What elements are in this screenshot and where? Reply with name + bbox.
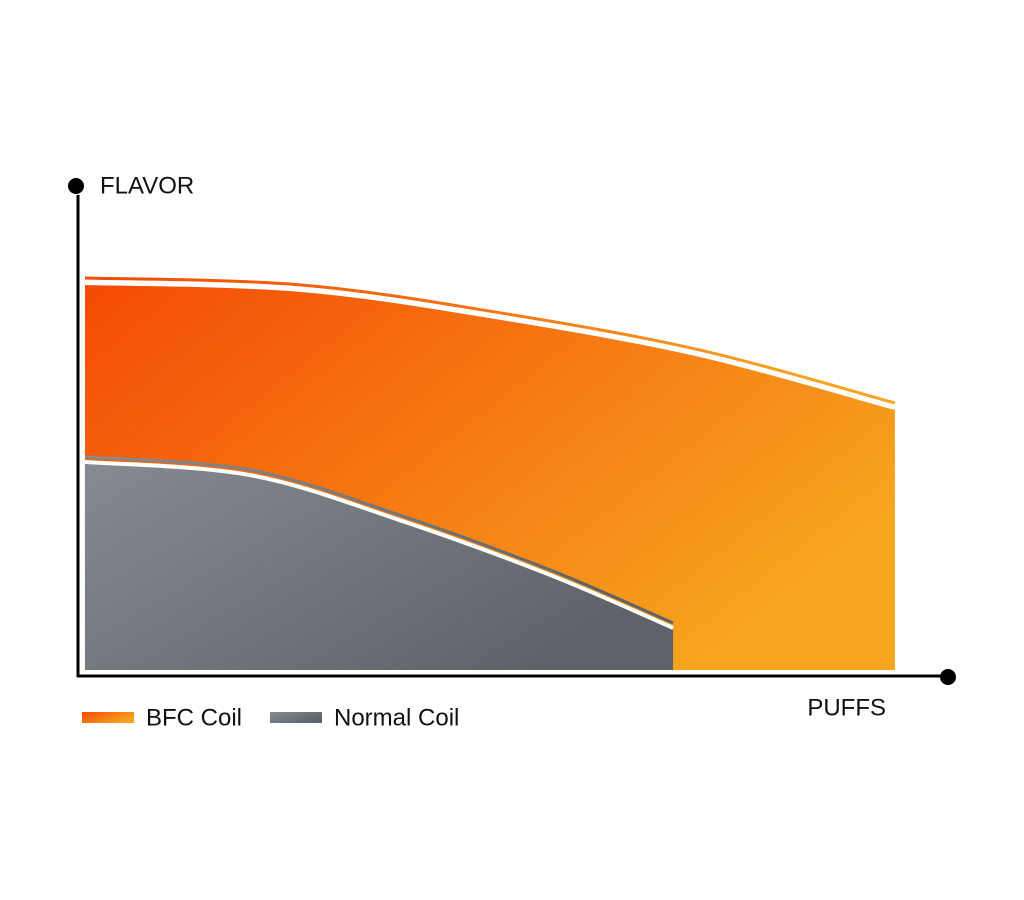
area — [84, 461, 674, 670]
axis-dot — [940, 669, 956, 685]
legend-swatch — [82, 712, 134, 723]
area-edge — [84, 459, 674, 630]
legend-label: Normal Coil — [334, 704, 459, 731]
y-axis-label: FLAVOR — [100, 172, 194, 199]
legend-label: BFC Coil — [146, 704, 242, 731]
area-highlight — [84, 276, 896, 405]
area-edge — [84, 281, 896, 410]
x-axis-label: PUFFS — [807, 694, 886, 721]
legend-swatch — [270, 712, 322, 723]
axis-dot — [68, 178, 84, 194]
area-highlight — [84, 455, 674, 625]
